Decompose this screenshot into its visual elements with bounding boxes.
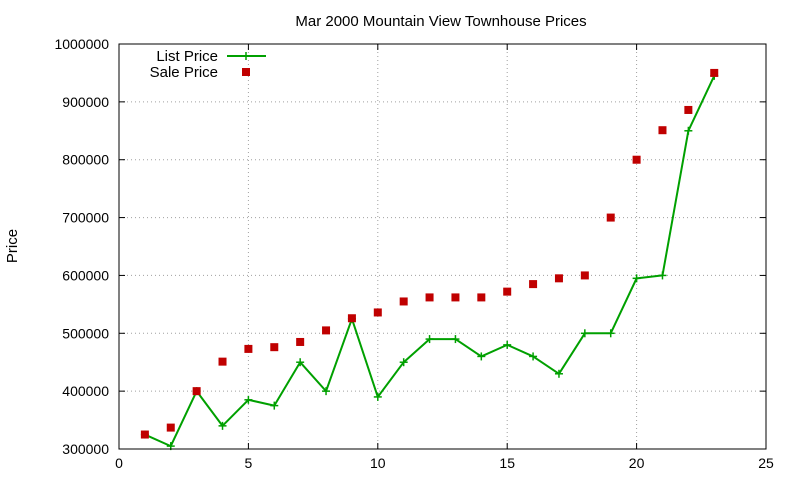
legend-label: Sale Price: [150, 64, 218, 81]
plot-frame: [118, 43, 767, 450]
list-price-point: [218, 421, 227, 430]
plot-series: [140, 68, 719, 451]
list-price-point: [244, 395, 253, 404]
list-price-point: [632, 274, 641, 283]
sale-price-point: [192, 387, 201, 396]
axes: 0 5 10 15 20 25 300000 400000 500000 600000 700000…: [54, 36, 774, 471]
list-price-point: [373, 392, 382, 401]
series-sale-price: [140, 68, 719, 439]
sale-price-point: [606, 213, 615, 222]
list-price-point: [529, 352, 538, 361]
x-tick-label: 5: [245, 455, 253, 471]
y-axis-title: Price: [4, 229, 21, 263]
sale-price-point: [580, 271, 589, 280]
list-price-point: [580, 329, 589, 338]
list-price-point: [451, 335, 460, 344]
sale-price-point: [684, 105, 693, 114]
x-tick-label: 10: [370, 455, 386, 471]
list-price-point: [399, 358, 408, 367]
list-price-point: [296, 358, 305, 367]
sale-price-point: [218, 357, 227, 366]
sale-price-point: [632, 155, 641, 164]
chart-title: Mar 2000 Mountain View Townhouse Prices: [295, 13, 586, 30]
sale-price-point: [373, 308, 382, 317]
sale-price-point: [140, 430, 149, 439]
list-price-point: [684, 126, 693, 135]
y-tick-label: 700000: [62, 210, 109, 226]
y-tick-label: 600000: [62, 267, 109, 283]
y-tick-label: 900000: [62, 94, 109, 110]
list-price-point: [322, 387, 331, 396]
y-tick-label: 400000: [62, 383, 109, 399]
list-price-point: [606, 329, 615, 338]
sale-price-point: [270, 343, 279, 352]
x-tick-label: 25: [758, 455, 774, 471]
list-price-point: [477, 352, 486, 361]
sale-price-point: [296, 337, 305, 346]
sale-price-point: [244, 344, 253, 353]
list-price-point: [658, 271, 667, 280]
sale-price-point: [425, 293, 434, 302]
legend-square-marker: [242, 68, 250, 76]
sale-price-point: [658, 126, 667, 135]
sale-price-point: [710, 68, 719, 77]
sale-price-point: [322, 326, 331, 335]
x-tick-label: 15: [499, 455, 515, 471]
legend-label: List Price: [156, 48, 218, 65]
legend-plus-marker: [242, 52, 250, 60]
sale-price-point: [347, 314, 356, 323]
sale-price-point: [166, 423, 175, 432]
sale-price-point: [554, 274, 563, 283]
y-tick-label: 800000: [62, 152, 109, 168]
y-tick-label: 1000000: [54, 36, 109, 52]
list-price-line: [144, 75, 716, 448]
sale-price-point: [451, 293, 460, 302]
x-tick-label: 20: [629, 455, 645, 471]
list-price-point: [554, 369, 563, 378]
list-price-point: [425, 335, 434, 344]
sale-price-point: [477, 293, 486, 302]
list-price-point: [503, 340, 512, 349]
sale-price-point: [399, 297, 408, 306]
grid-lines: [119, 44, 766, 449]
sale-price-point: [529, 280, 538, 289]
x-tick-label: 0: [115, 455, 123, 471]
sale-price-point: [503, 287, 512, 296]
series-list-price: [140, 71, 719, 451]
y-tick-label: 500000: [62, 325, 109, 341]
y-tick-label: 300000: [62, 441, 109, 457]
list-price-point: [270, 401, 279, 410]
